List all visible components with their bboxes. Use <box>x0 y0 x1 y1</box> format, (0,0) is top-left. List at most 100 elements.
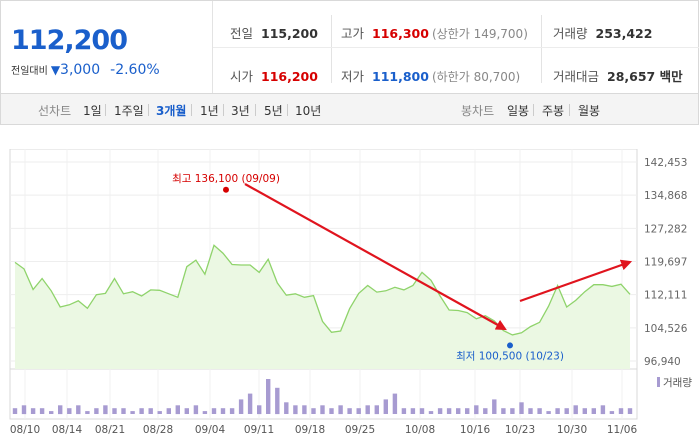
y-tick-label: 127,282 <box>644 223 687 235</box>
divider <box>191 104 192 116</box>
change-amount: 3,000 <box>60 62 101 78</box>
chart-tab-bar: 선차트 1일 1주일 3개월 1년 3년 5년 10년 봉차트 일봉 주봉 월봉 <box>0 93 699 125</box>
high-value: 116,300 <box>372 26 429 41</box>
divider <box>287 104 288 116</box>
divider <box>223 104 224 116</box>
volume-bar <box>67 408 72 414</box>
volume-bar <box>510 408 515 414</box>
volume-bar <box>546 411 551 414</box>
open-value: 116,200 <box>261 69 318 84</box>
high-label: 고가 <box>341 26 365 41</box>
volume-bar <box>184 408 189 414</box>
volume-bar <box>456 408 461 414</box>
volume-bar <box>49 411 54 414</box>
volume-bar <box>600 405 606 415</box>
volume-bar <box>582 408 587 414</box>
volume-bar <box>383 399 388 414</box>
divider <box>213 47 699 48</box>
divider <box>541 15 542 83</box>
down-trend-arrow <box>244 183 507 331</box>
volume-bar <box>365 405 370 415</box>
volume-bar <box>94 408 99 414</box>
low-marker-label: 최저 100,500 (10/23) <box>456 350 564 362</box>
volume-bar <box>446 408 452 414</box>
change-row: 전일대비 ▼3,000 -2.60% <box>11 62 160 78</box>
tab-weekly-candle[interactable]: 주봉 <box>542 104 565 118</box>
turnover-value: 28,657 백만 <box>607 69 683 84</box>
tab-3y[interactable]: 3년 <box>231 104 250 118</box>
volume-bar <box>465 408 470 414</box>
tab-1y[interactable]: 1년 <box>200 104 219 118</box>
prev-close-cell: 전일 115,200 <box>230 23 318 43</box>
volume-bar <box>564 408 569 414</box>
volume-bar <box>419 408 425 414</box>
high-marker-dot <box>223 186 229 193</box>
down-triangle-icon: ▼ <box>50 63 61 77</box>
y-tick-label: 104,526 <box>644 323 688 335</box>
volume-bar <box>627 408 633 414</box>
volume-bar <box>202 411 208 414</box>
volume-bar <box>338 405 343 415</box>
volume-bar <box>220 408 226 414</box>
y-tick-label: 112,111 <box>644 290 687 302</box>
volume-value: 253,422 <box>595 26 653 41</box>
y-tick-label: 96,940 <box>644 356 681 368</box>
volume-bar <box>501 408 506 414</box>
high-cell: 고가 116,300 (상한가 149,700) <box>341 23 528 43</box>
volume-bar <box>247 393 253 414</box>
volume-bar <box>12 408 18 414</box>
up-trend-arrow <box>519 259 633 303</box>
volume-bar <box>293 405 298 415</box>
divider <box>331 15 332 83</box>
volume-bar <box>302 405 307 415</box>
volume-bar <box>211 408 217 414</box>
x-tick-label: 09/04 <box>195 424 226 436</box>
low-marker-dot <box>507 342 513 349</box>
tab-5y[interactable]: 5년 <box>264 104 283 118</box>
volume-bar <box>555 408 560 414</box>
divider <box>148 104 149 116</box>
tab-1d[interactable]: 1일 <box>83 104 102 118</box>
x-tick-label: 08/10 <box>10 424 40 436</box>
price-box: 112,200 전일대비 ▼3,000 -2.60% <box>1 1 213 94</box>
chart-svg: 142,453 134,868 127,282 119,697 112,111 104,5… <box>9 148 692 436</box>
prev-close-value: 115,200 <box>261 26 318 41</box>
tab-10y[interactable]: 10년 <box>295 104 322 118</box>
x-tick-label: 10/08 <box>405 424 435 436</box>
x-tick-label: 08/28 <box>143 424 173 436</box>
x-tick-label: 08/14 <box>52 424 83 436</box>
prev-close-label: 전일 <box>230 26 254 41</box>
x-tick-label: 09/18 <box>295 424 325 436</box>
tab-daily-candle[interactable]: 일봉 <box>507 104 530 118</box>
tab-3m[interactable]: 3개월 <box>156 104 187 118</box>
volume-bar <box>157 411 162 414</box>
volume-bar <box>492 399 497 414</box>
volume-bar <box>618 408 624 414</box>
volume-bar <box>103 405 108 415</box>
divider <box>105 104 106 116</box>
chart-frame-border <box>9 148 638 420</box>
volume-bar <box>257 405 262 415</box>
volume-bar <box>139 408 144 414</box>
volume-legend-label: 거래량 <box>663 377 692 389</box>
turnover-label: 거래대금 <box>553 69 600 84</box>
quote-panel: 112,200 전일대비 ▼3,000 -2.60% 전일 115,200 고가 116… <box>0 0 699 94</box>
volume-bar <box>591 408 596 414</box>
y-tick-label: 142,453 <box>644 157 687 169</box>
change-percent: -2.60% <box>110 62 160 78</box>
tab-monthly-candle[interactable]: 월봉 <box>578 104 601 118</box>
x-tick-label: 10/23 <box>505 424 535 436</box>
low-label: 저가 <box>341 69 365 84</box>
volume-bar <box>130 411 135 414</box>
volume-bar <box>609 411 615 414</box>
volume-bar <box>193 405 199 415</box>
tab-1w[interactable]: 1주일 <box>114 104 144 118</box>
volume-bar <box>437 408 443 414</box>
volume-bar <box>573 405 578 415</box>
volume-bar <box>39 408 45 414</box>
volume-bar <box>428 411 434 414</box>
volume-bar <box>58 405 63 415</box>
x-tick-label: 10/30 <box>557 424 587 436</box>
x-tick-label: 11/06 <box>607 424 638 436</box>
high-marker-label: 최고 136,100 (09/09) <box>172 173 280 185</box>
